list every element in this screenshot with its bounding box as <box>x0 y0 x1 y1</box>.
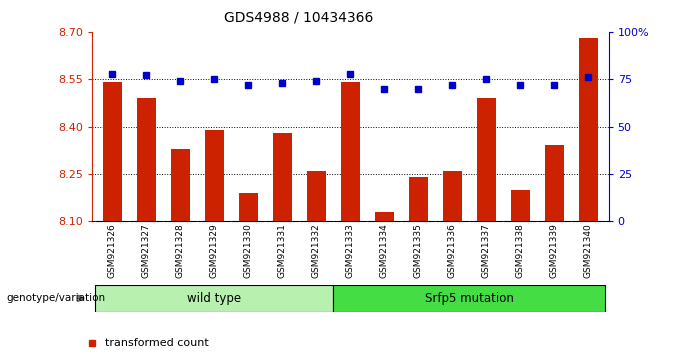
Bar <box>477 98 496 221</box>
Text: GSM921328: GSM921328 <box>175 223 185 278</box>
Bar <box>341 82 360 221</box>
Text: GSM921338: GSM921338 <box>515 223 525 278</box>
Bar <box>171 149 190 221</box>
Text: GDS4988 / 10434366: GDS4988 / 10434366 <box>224 11 373 25</box>
Bar <box>307 171 326 221</box>
Bar <box>545 145 564 221</box>
Bar <box>333 285 605 312</box>
Text: GSM921334: GSM921334 <box>379 223 389 278</box>
Text: GSM921326: GSM921326 <box>107 223 117 278</box>
Text: GSM921337: GSM921337 <box>481 223 491 278</box>
Bar <box>273 133 292 221</box>
Text: GSM921340: GSM921340 <box>583 223 593 278</box>
Text: genotype/variation: genotype/variation <box>7 293 106 303</box>
Bar <box>511 190 530 221</box>
Bar <box>239 193 258 221</box>
Text: GSM921329: GSM921329 <box>209 223 219 278</box>
Bar <box>103 82 122 221</box>
Text: GSM921331: GSM921331 <box>277 223 287 278</box>
Text: GSM921330: GSM921330 <box>243 223 253 278</box>
Bar <box>95 285 333 312</box>
Bar <box>137 98 156 221</box>
Bar <box>205 130 224 221</box>
Text: GSM921327: GSM921327 <box>141 223 151 278</box>
Text: transformed count: transformed count <box>105 338 209 348</box>
Text: wild type: wild type <box>187 292 241 305</box>
Text: GSM921339: GSM921339 <box>549 223 559 278</box>
Text: Srfp5 mutation: Srfp5 mutation <box>425 292 513 305</box>
Bar <box>579 38 598 221</box>
Text: GSM921335: GSM921335 <box>413 223 423 278</box>
Bar <box>443 171 462 221</box>
Bar <box>375 212 394 221</box>
Text: GSM921333: GSM921333 <box>345 223 355 278</box>
Bar <box>409 177 428 221</box>
Text: GSM921336: GSM921336 <box>447 223 457 278</box>
Text: GSM921332: GSM921332 <box>311 223 321 278</box>
